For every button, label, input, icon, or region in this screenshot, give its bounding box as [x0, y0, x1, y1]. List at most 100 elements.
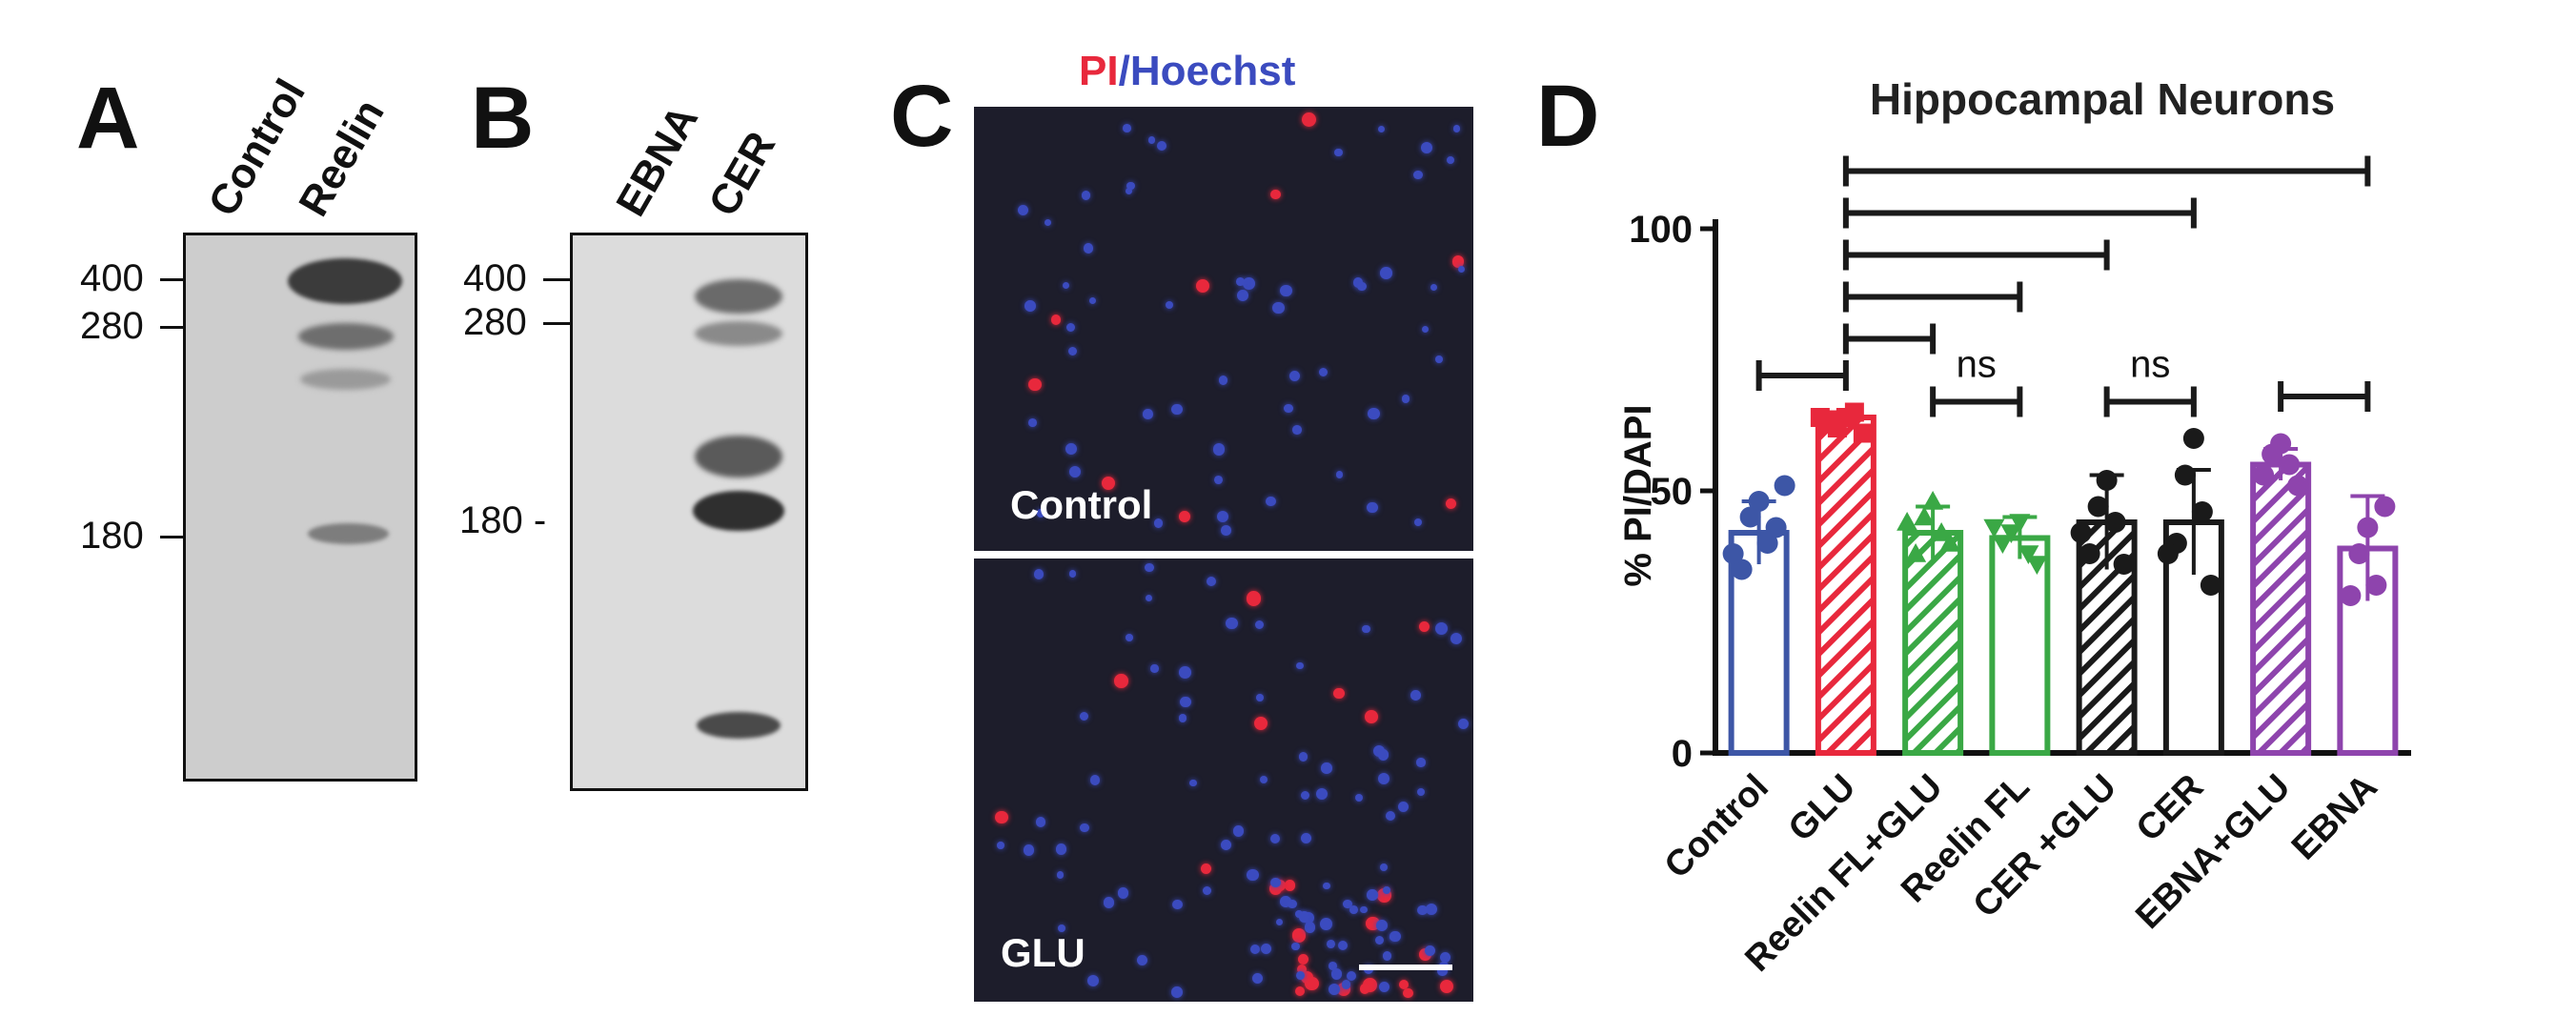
- hoechst-nucleus: [1430, 284, 1438, 292]
- hoechst-nucleus: [1379, 981, 1390, 992]
- hoechst-nucleus: [1236, 289, 1248, 301]
- hoechst-nucleus: [1298, 911, 1310, 923]
- hoechst-nucleus: [1055, 843, 1067, 856]
- hoechst-nucleus: [1296, 661, 1304, 669]
- hoechst-nucleus: [1089, 775, 1101, 785]
- tick-280: [160, 326, 183, 329]
- hoechst-nucleus: [1280, 896, 1291, 907]
- hoechst-nucleus: [1410, 690, 1421, 701]
- data-point: [2104, 512, 2126, 533]
- data-point: [1931, 522, 1953, 541]
- hoechst-nucleus: [1080, 823, 1089, 833]
- hoechst-nucleus: [1179, 666, 1192, 679]
- hoechst-nucleus: [1081, 191, 1091, 200]
- data-point: [2262, 443, 2283, 465]
- pi-nucleus: [995, 810, 1008, 824]
- mw-marker-180: 180: [80, 515, 144, 557]
- data-point: [2365, 575, 2387, 596]
- data-point: [1914, 506, 1936, 526]
- hoechst-nucleus: [1172, 900, 1183, 910]
- hoechst-nucleus: [1028, 418, 1037, 428]
- hoechst-nucleus: [1439, 951, 1451, 963]
- data-point: [1992, 535, 2014, 554]
- data-point: [2279, 454, 2301, 476]
- hoechst-nucleus: [1328, 984, 1340, 996]
- hoechst-nucleus: [1319, 367, 1329, 376]
- hoechst-nucleus: [1066, 322, 1076, 333]
- pi-nucleus: [1399, 979, 1410, 990]
- data-point: [1905, 543, 1927, 562]
- data-point: [1765, 517, 1787, 538]
- data-point: [2191, 501, 2213, 522]
- hoechst-nucleus: [1417, 904, 1428, 915]
- hoechst-nucleus: [1236, 277, 1245, 287]
- data-point: [2070, 522, 2092, 543]
- band-cer-mid: [695, 436, 782, 477]
- hoechst-nucleus: [1424, 945, 1435, 957]
- hoechst-nucleus: [1044, 219, 1051, 227]
- hoechst-nucleus: [1447, 155, 1455, 164]
- mw-marker-400-b: 400: [463, 257, 527, 299]
- hoechst-nucleus: [1292, 424, 1302, 435]
- hoechst-nucleus: [1379, 863, 1389, 872]
- data-point: [2182, 428, 2204, 449]
- panel-a-letter: A: [76, 70, 140, 167]
- data-point: [2157, 543, 2179, 564]
- hoechst-nucleus: [1357, 281, 1367, 292]
- hoechst-nucleus: [1284, 403, 1293, 413]
- hoechst-nucleus: [1298, 752, 1308, 762]
- bar: [1989, 535, 2051, 756]
- band-cer-180: [693, 491, 784, 531]
- hoechst-nucleus: [1376, 920, 1389, 932]
- lane-label-reelin: Reelin: [290, 91, 394, 225]
- band-reelin-180: [308, 523, 389, 544]
- data-point: [2200, 575, 2221, 596]
- hoechst-nucleus: [1315, 788, 1328, 801]
- data-point: [1983, 518, 2005, 538]
- hoechst-nucleus: [1068, 570, 1077, 578]
- mw-marker-180-b: 180 -: [459, 499, 547, 541]
- data-point: [2340, 585, 2362, 606]
- hoechst-nucleus: [1330, 968, 1343, 980]
- hoechst-nucleus: [1450, 632, 1462, 644]
- hoechst-nucleus: [1219, 376, 1228, 385]
- band-reelin-mid: [300, 369, 391, 390]
- bar: [1815, 415, 1876, 756]
- hoechst-nucleus: [1416, 758, 1426, 767]
- data-point: [1897, 512, 1918, 531]
- pi-nucleus: [1364, 710, 1378, 723]
- y-tick-label: 100: [1629, 209, 1693, 251]
- hoechst-nucleus: [1382, 951, 1392, 961]
- western-blot-b: [570, 233, 808, 791]
- pi-nucleus: [1418, 621, 1430, 633]
- bar: [1902, 530, 1964, 756]
- data-point: [1810, 408, 1830, 427]
- pi-nucleus: [1439, 979, 1454, 994]
- hoechst-nucleus: [1383, 885, 1391, 894]
- pi-nucleus: [1294, 985, 1305, 997]
- hoechst-nucleus: [1377, 125, 1386, 132]
- hoechst-nucleus: [1088, 297, 1096, 305]
- stain-hoechst-label: Hoechst: [1129, 48, 1296, 94]
- hoechst-nucleus: [1178, 714, 1187, 722]
- hoechst-nucleus: [1301, 790, 1310, 800]
- hoechst-nucleus: [1272, 302, 1285, 315]
- hoechst-nucleus: [1401, 395, 1410, 404]
- hoechst-nucleus: [1398, 801, 1410, 812]
- hoechst-nucleus: [1334, 148, 1343, 157]
- band-reelin-400: [288, 258, 402, 304]
- micrograph-label-glu: GLU: [1001, 930, 1085, 975]
- pi-nucleus: [1050, 315, 1062, 325]
- hoechst-nucleus: [1018, 205, 1029, 216]
- hoechst-nucleus: [1259, 775, 1268, 783]
- micrograph-label-control: Control: [1010, 482, 1153, 527]
- hoechst-nucleus: [1143, 409, 1153, 420]
- lane-label-ebna: EBNA: [607, 97, 708, 224]
- hoechst-nucleus: [1126, 634, 1134, 642]
- lane-label-cer: CER: [700, 124, 785, 224]
- hoechst-nucleus: [1367, 501, 1378, 513]
- hoechst-nucleus: [1420, 141, 1432, 153]
- band-cer-280: [695, 321, 782, 346]
- pi-nucleus: [1253, 716, 1268, 731]
- hoechst-nucleus: [1280, 285, 1292, 297]
